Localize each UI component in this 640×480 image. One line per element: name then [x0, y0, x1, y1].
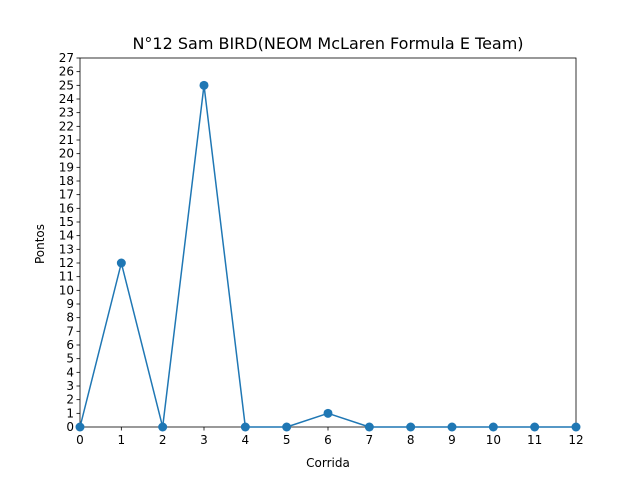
x-tick-label: 6 [324, 433, 332, 447]
y-tick-label: 2 [66, 393, 74, 407]
x-tick-label: 9 [448, 433, 456, 447]
x-axis-label: Corrida [306, 456, 350, 470]
y-tick-label: 9 [66, 297, 74, 311]
data-point [530, 422, 540, 432]
y-tick-label: 7 [66, 324, 74, 338]
y-tick-label: 15 [59, 215, 74, 229]
x-tick-label: 7 [366, 433, 374, 447]
x-tick-label: 8 [407, 433, 415, 447]
x-tick-label: 5 [283, 433, 291, 447]
data-point [488, 422, 498, 432]
data-point [116, 258, 126, 268]
y-tick-label: 5 [66, 352, 74, 366]
data-point [282, 422, 292, 432]
x-tick-label: 1 [118, 433, 126, 447]
y-tick-label: 26 [59, 65, 74, 79]
data-point [364, 422, 374, 432]
y-tick-label: 12 [59, 256, 74, 270]
y-tick-label: 23 [59, 106, 74, 120]
y-tick-label: 11 [59, 270, 74, 284]
y-tick-label: 14 [59, 229, 74, 243]
data-point [406, 422, 416, 432]
y-tick-label: 0 [66, 420, 74, 434]
y-tick-label: 25 [59, 78, 74, 92]
data-point [158, 422, 168, 432]
data-point [75, 422, 85, 432]
y-tick-label: 17 [59, 188, 74, 202]
y-tick-label: 22 [59, 119, 74, 133]
y-tick-label: 21 [59, 133, 74, 147]
y-tick-label: 18 [59, 174, 74, 188]
y-tick-label: 13 [59, 242, 74, 256]
y-tick-label: 24 [59, 92, 74, 106]
y-tick-label: 19 [59, 160, 74, 174]
y-tick-label: 3 [66, 379, 74, 393]
y-tick-label: 8 [66, 311, 74, 325]
x-tick-label: 11 [527, 433, 542, 447]
x-tick-label: 3 [200, 433, 208, 447]
y-axis-label: Pontos [33, 224, 47, 264]
y-tick-label: 16 [59, 201, 74, 215]
y-tick-label: 6 [66, 338, 74, 352]
series-line [75, 80, 581, 432]
y-tick-label: 20 [59, 147, 74, 161]
data-point [240, 422, 250, 432]
x-tick-label: 2 [159, 433, 167, 447]
data-point [571, 422, 581, 432]
y-tick-label: 27 [59, 51, 74, 65]
data-point [323, 408, 333, 418]
x-tick-label: 0 [76, 433, 84, 447]
chart-title: N°12 Sam BIRD(NEOM McLaren Formula E Tea… [132, 34, 523, 53]
y-tick-label: 4 [66, 365, 74, 379]
y-tick-label: 1 [66, 406, 74, 420]
x-tick-label: 4 [242, 433, 250, 447]
y-tick-label: 10 [59, 283, 74, 297]
x-tick-label: 12 [568, 433, 583, 447]
data-point [199, 80, 209, 90]
x-tick-label: 10 [486, 433, 501, 447]
data-point [447, 422, 457, 432]
